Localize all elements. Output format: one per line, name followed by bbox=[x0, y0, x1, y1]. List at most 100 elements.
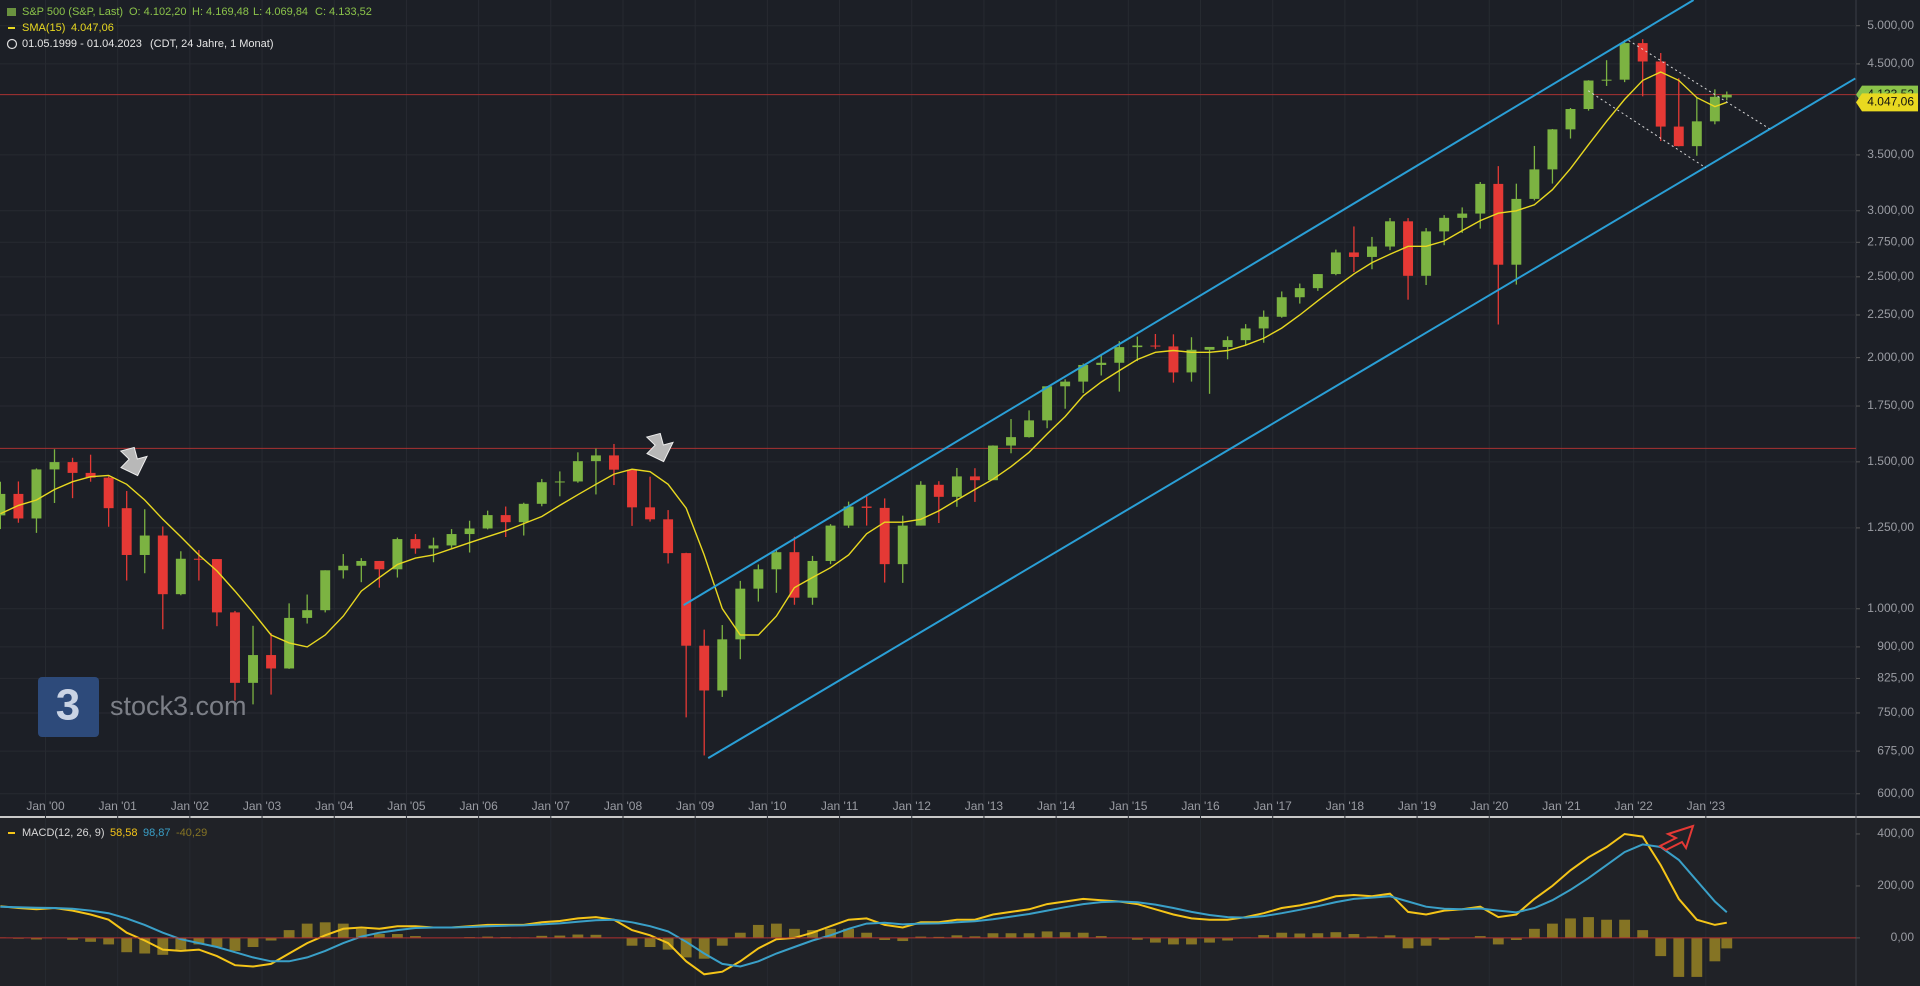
y-tick-label: 4.500,00 bbox=[1867, 56, 1914, 70]
macd-title: MACD(12, 26, 9) bbox=[22, 827, 105, 839]
x-tick-label: Jan '22 bbox=[1614, 799, 1653, 813]
histogram-bar bbox=[554, 935, 566, 938]
x-tick-label: Jan '15 bbox=[1109, 799, 1148, 813]
candle-body bbox=[302, 610, 313, 618]
candle-body bbox=[103, 477, 114, 509]
legend-swatch bbox=[8, 27, 15, 29]
histogram-bar bbox=[1077, 932, 1089, 938]
candle-body bbox=[1511, 198, 1522, 265]
x-tick-label: Jan '23 bbox=[1687, 799, 1726, 813]
candle-body bbox=[1024, 420, 1035, 438]
candle-body bbox=[392, 539, 403, 570]
y-tick-label: 2.750,00 bbox=[1867, 234, 1914, 248]
y-tick-label: 5.000,00 bbox=[1867, 18, 1914, 32]
candle-body bbox=[374, 560, 385, 570]
candle-body bbox=[1114, 347, 1125, 363]
candle-body bbox=[1619, 43, 1630, 80]
candle-body bbox=[609, 455, 619, 470]
y-tick-label: 3.500,00 bbox=[1867, 147, 1914, 161]
candle-body bbox=[789, 552, 800, 598]
histogram-bar bbox=[1258, 935, 1270, 938]
candle-body bbox=[1529, 169, 1540, 199]
histogram-bar bbox=[1601, 919, 1612, 938]
histogram-bar bbox=[1059, 932, 1071, 938]
date-note: (CDT, 24 Jahre, 1 Monat) bbox=[150, 38, 274, 50]
histogram-bar bbox=[915, 936, 927, 938]
instrument-title: S&P 500 (S&P, Last) bbox=[22, 6, 123, 18]
histogram-bar bbox=[1420, 937, 1432, 946]
histogram-bar bbox=[536, 935, 548, 938]
candle-body bbox=[645, 507, 656, 520]
candle-body bbox=[248, 655, 258, 683]
candle-body bbox=[1150, 345, 1161, 347]
candle-body bbox=[699, 645, 710, 691]
candle-body bbox=[915, 484, 926, 526]
candle-body bbox=[825, 525, 836, 561]
candle-body bbox=[31, 469, 42, 519]
candle-body bbox=[572, 461, 583, 482]
candle-body bbox=[13, 493, 24, 519]
histogram-bar bbox=[933, 936, 945, 938]
histogram-bar bbox=[121, 937, 133, 953]
candle-body bbox=[464, 528, 475, 535]
y-tick-label: 675,00 bbox=[1877, 743, 1914, 757]
histogram-bar bbox=[1673, 937, 1685, 977]
histogram-bar bbox=[410, 936, 421, 938]
candle-body bbox=[1096, 362, 1107, 365]
ohlc-low: L: 4.069,84 bbox=[253, 6, 308, 18]
histogram-bar bbox=[951, 935, 963, 938]
histogram-bar bbox=[103, 937, 115, 945]
candle-body bbox=[1060, 381, 1071, 387]
histogram-bar bbox=[897, 937, 909, 942]
histogram-bar bbox=[1294, 933, 1306, 938]
signal-value: 98,87 bbox=[143, 827, 171, 839]
histogram-bar bbox=[1041, 931, 1053, 938]
candle-body bbox=[1601, 79, 1612, 81]
histogram-bar bbox=[337, 923, 349, 938]
histogram-bar bbox=[1510, 937, 1522, 940]
candle-body bbox=[1691, 121, 1702, 147]
candle-body bbox=[663, 519, 674, 554]
candle-body bbox=[590, 455, 601, 462]
histogram-bar bbox=[1095, 936, 1107, 938]
x-tick-label: Jan '09 bbox=[676, 799, 715, 813]
legend-icon bbox=[7, 8, 16, 16]
candle-body bbox=[1186, 349, 1197, 373]
x-tick-label: Jan '13 bbox=[965, 799, 1004, 813]
candle-body bbox=[230, 612, 240, 683]
histogram-bar bbox=[1565, 918, 1576, 938]
histogram-bar bbox=[283, 930, 295, 938]
x-tick-label: Jan '03 bbox=[243, 799, 282, 813]
candle-body bbox=[482, 515, 493, 529]
histogram-bar bbox=[1492, 937, 1504, 945]
legend-sma: SMA(15) bbox=[22, 22, 65, 34]
candle-body bbox=[1276, 297, 1287, 317]
candle-body bbox=[1637, 43, 1648, 62]
macd-plot bbox=[0, 832, 1856, 977]
histogram-bar bbox=[1330, 932, 1342, 938]
annotation-arrow bbox=[645, 432, 674, 463]
histogram-bar bbox=[482, 936, 494, 938]
candle-body bbox=[121, 508, 132, 555]
y-tick-label: 2.250,00 bbox=[1867, 307, 1914, 321]
candle-body bbox=[0, 493, 6, 516]
annotation-arrow-red bbox=[1658, 824, 1695, 852]
histogram-bar bbox=[67, 937, 78, 940]
y-tick-label: 3.000,00 bbox=[1867, 203, 1914, 217]
candle-body bbox=[536, 482, 547, 504]
candle-body bbox=[1493, 183, 1504, 265]
y-tick-label: 825,00 bbox=[1877, 671, 1914, 685]
y-tick-label: 2.500,00 bbox=[1867, 269, 1914, 283]
candle-body bbox=[428, 545, 439, 549]
histogram-bar bbox=[1583, 917, 1594, 938]
candle-body bbox=[193, 558, 204, 560]
x-tick-label: Jan '11 bbox=[821, 799, 859, 813]
y-tick-label: 2.000,00 bbox=[1867, 350, 1914, 364]
candle-body bbox=[320, 570, 331, 611]
candle-body bbox=[1168, 346, 1179, 373]
candle-body bbox=[85, 472, 96, 478]
x-tick-label: Jan '08 bbox=[604, 799, 643, 813]
y-tick-label: 600,00 bbox=[1877, 786, 1914, 800]
histogram-bar bbox=[1438, 937, 1450, 940]
histogram-bar bbox=[31, 937, 42, 940]
